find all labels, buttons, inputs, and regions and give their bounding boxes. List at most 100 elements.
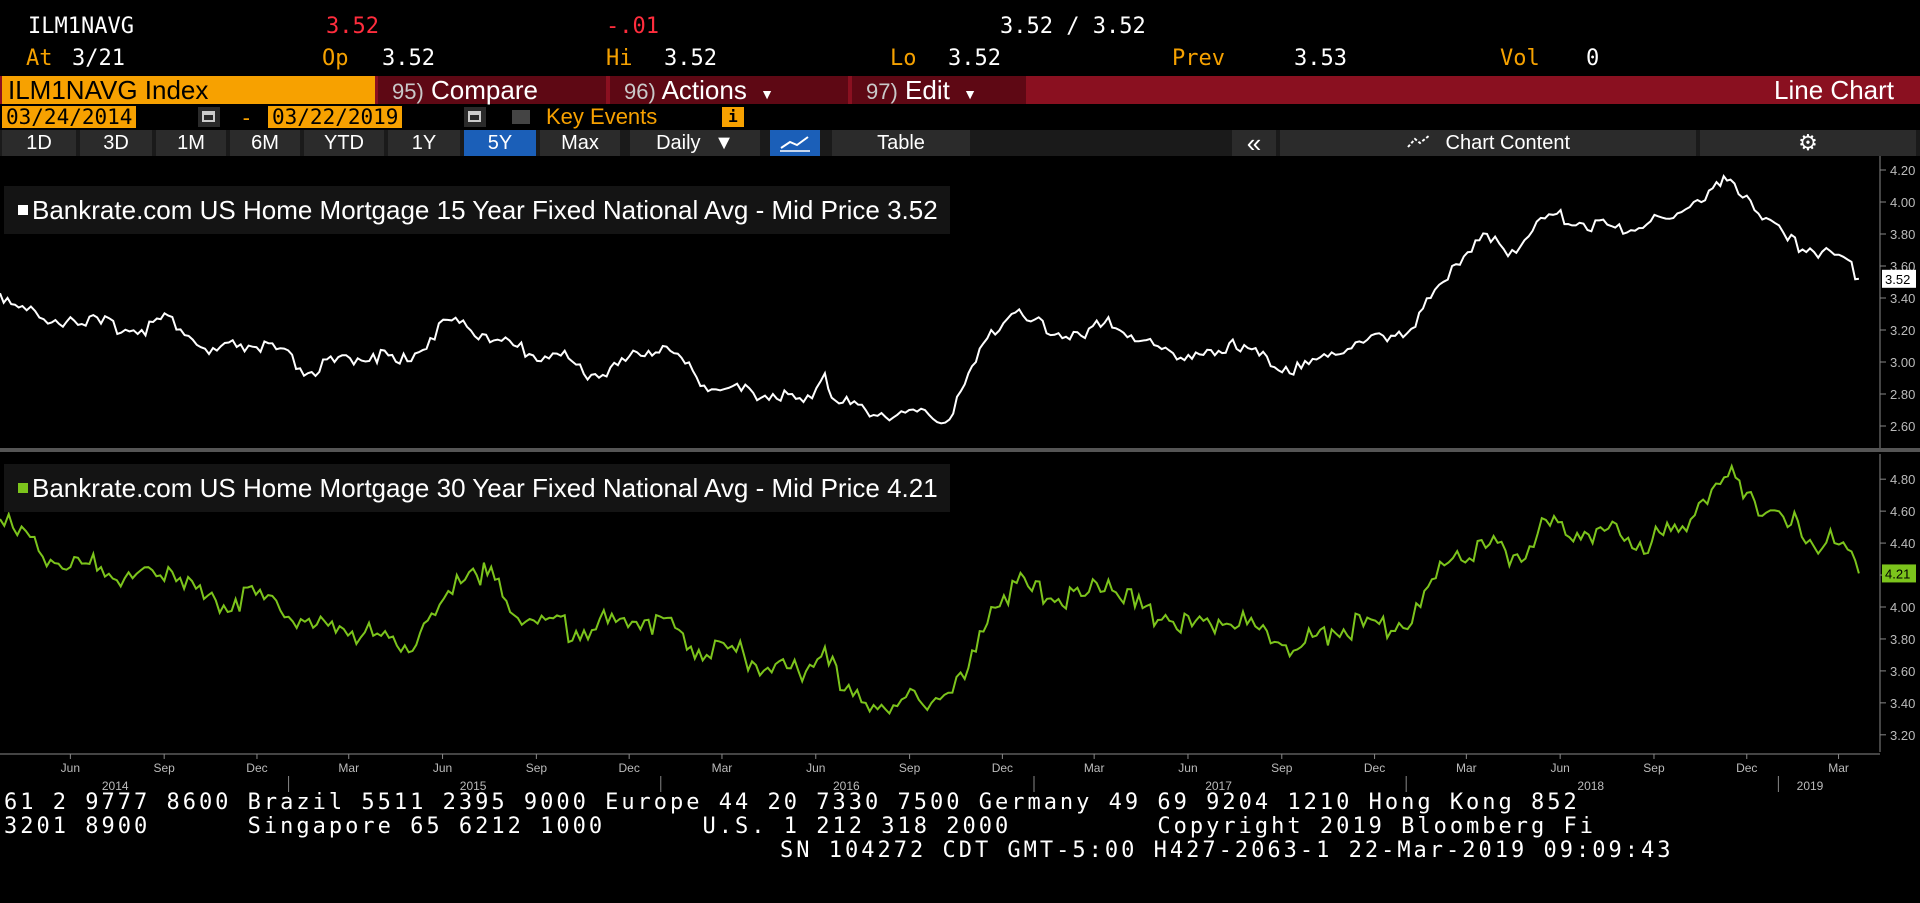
footer-session: SN 104272 CDT GMT-5:00 H427-2063-1 22-Ma… bbox=[780, 838, 1674, 863]
footer-contacts-2: 3201 8900 Singapore 65 6212 1000 U.S. 1 … bbox=[4, 814, 1597, 839]
gear-icon: ⚙ bbox=[1798, 130, 1818, 155]
y-tick-label: 3.60 bbox=[1890, 664, 1915, 679]
year-label: 2014 bbox=[102, 779, 129, 793]
calendar-icon[interactable] bbox=[198, 107, 220, 127]
legend-30y[interactable]: Bankrate.com US Home Mortgage 30 Year Fi… bbox=[4, 464, 950, 512]
price-change: -.01 bbox=[606, 14, 659, 39]
y-tick-label: 4.00 bbox=[1890, 195, 1915, 210]
x-tick-label: Dec bbox=[1364, 761, 1385, 775]
volume-value: 0 bbox=[1586, 46, 1600, 71]
last-price: 3.52 bbox=[326, 14, 379, 39]
legend-swatch bbox=[18, 483, 28, 494]
key-events-checkbox[interactable] bbox=[512, 110, 530, 124]
last-value-tag bbox=[1882, 269, 1916, 288]
range-button-ytd[interactable]: YTD bbox=[304, 130, 384, 156]
x-axis: Jun Sep Dec Mar Jun Sep Dec Mar Jun Sep Dec Mar Jun S… bbox=[0, 753, 1880, 793]
prev-value: 3.53 bbox=[1294, 46, 1347, 71]
legend-label: Bankrate.com US Home Mortgage 30 Year Fi… bbox=[32, 473, 880, 503]
legend-15y[interactable]: Bankrate.com US Home Mortgage 15 Year Fi… bbox=[4, 186, 950, 234]
low-label: Lo bbox=[890, 46, 917, 71]
actions-button[interactable]: 96) Actions ▼ bbox=[610, 76, 848, 104]
y-tick-label: 4.80 bbox=[1890, 472, 1915, 487]
actions-number: 96) bbox=[624, 79, 656, 104]
range-button-1m[interactable]: 1M bbox=[156, 130, 226, 156]
legend-last-value: 3.52 bbox=[887, 195, 938, 225]
security-field[interactable]: ILM1NAVG Index bbox=[2, 76, 375, 104]
frequency-dropdown[interactable]: Daily ▼ bbox=[630, 130, 760, 156]
y-tick-label: 3.20 bbox=[1890, 323, 1915, 338]
chevron-down-icon: ▼ bbox=[714, 132, 734, 154]
date-separator: - bbox=[240, 106, 253, 130]
chevron-down-icon: ▼ bbox=[963, 86, 977, 102]
year-label: 2015 bbox=[460, 779, 487, 793]
range-button-1d[interactable]: 1D bbox=[2, 130, 76, 156]
last-value-label: 3.52 bbox=[1885, 272, 1910, 287]
edit-number: 97) bbox=[866, 79, 898, 104]
range-button-3d[interactable]: 3D bbox=[80, 130, 152, 156]
y-tick-label: 4.20 bbox=[1890, 163, 1915, 178]
ticker-symbol: ILM1NAVG bbox=[28, 14, 134, 39]
collapse-button[interactable]: « bbox=[1232, 130, 1276, 156]
chevron-down-icon: ▼ bbox=[760, 86, 774, 102]
range-button-1y[interactable]: 1Y bbox=[388, 130, 460, 156]
x-tick-label: Mar bbox=[338, 761, 359, 775]
bid-ask: 3.52 / 3.52 bbox=[1000, 14, 1146, 39]
y-tick-label: 4.40 bbox=[1890, 536, 1915, 551]
y-tick-label: 2.80 bbox=[1890, 387, 1915, 402]
year-label: 2017 bbox=[1205, 779, 1232, 793]
year-label: 2018 bbox=[1577, 779, 1604, 793]
actions-label: Actions bbox=[661, 75, 747, 105]
chart-type-title: Line Chart bbox=[1774, 75, 1894, 105]
y-tick-label: 2.60 bbox=[1890, 419, 1915, 434]
range-button-max[interactable]: Max bbox=[540, 130, 620, 156]
x-tick-label: Jun bbox=[1178, 761, 1197, 775]
range-button-5y[interactable]: 5Y bbox=[464, 130, 536, 156]
x-tick-label: Sep bbox=[1643, 761, 1665, 775]
y-tick-label: 3.80 bbox=[1890, 227, 1915, 242]
year-label: 2016 bbox=[833, 779, 860, 793]
range-button-6m[interactable]: 6M bbox=[230, 130, 300, 156]
x-tick-label: Mar bbox=[1828, 761, 1849, 775]
key-events-label: Key Events bbox=[546, 104, 658, 129]
chart-panel-30y: 3.203.403.603.804.004.204.404.604.804.21 bbox=[0, 454, 1916, 752]
settings-button[interactable]: ⚙ bbox=[1700, 130, 1916, 156]
low-value: 3.52 bbox=[948, 46, 1001, 71]
high-label: Hi bbox=[606, 46, 633, 71]
edit-button[interactable]: 97) Edit ▼ bbox=[852, 76, 1026, 104]
chart-content-button[interactable]: Chart Content bbox=[1280, 130, 1696, 156]
line-chart-icon[interactable] bbox=[770, 130, 820, 156]
start-date-field[interactable]: 03/24/2014 bbox=[2, 106, 137, 128]
x-tick-label: Jun bbox=[433, 761, 452, 775]
compare-number: 95) bbox=[392, 79, 424, 104]
compare-button[interactable]: 95) Compare bbox=[378, 76, 606, 104]
x-tick-label: Dec bbox=[1736, 761, 1757, 775]
x-tick-label: Mar bbox=[1456, 761, 1477, 775]
prev-label: Prev bbox=[1172, 46, 1225, 71]
legend-label: Bankrate.com US Home Mortgage 15 Year Fi… bbox=[32, 195, 880, 225]
chart-content-icon bbox=[1406, 132, 1438, 154]
footer-contacts-1: 61 2 9777 8600 Brazil 5511 2395 9000 Eur… bbox=[4, 790, 1580, 815]
x-tick-label: Dec bbox=[992, 761, 1013, 775]
last-value-tag bbox=[1882, 564, 1916, 583]
y-tick-label: 3.40 bbox=[1890, 291, 1915, 306]
year-label: 2019 bbox=[1797, 779, 1824, 793]
x-tick-label: Sep bbox=[1271, 761, 1293, 775]
end-date-field[interactable]: 03/22/2019 bbox=[268, 106, 403, 128]
x-tick-label: Jun bbox=[806, 761, 825, 775]
table-button[interactable]: Table bbox=[832, 130, 970, 156]
edit-label: Edit bbox=[905, 75, 950, 105]
x-tick-label: Sep bbox=[526, 761, 548, 775]
volume-label: Vol bbox=[1500, 46, 1540, 71]
series-line bbox=[0, 173, 1860, 425]
at-date: 3/21 bbox=[72, 46, 125, 71]
info-icon[interactable]: i bbox=[722, 107, 744, 127]
chart-content-label: Chart Content bbox=[1445, 132, 1571, 154]
calendar-icon[interactable] bbox=[464, 107, 486, 127]
x-tick-label: Sep bbox=[899, 761, 921, 775]
x-tick-label: Dec bbox=[618, 761, 639, 775]
legend-last-value: 4.21 bbox=[887, 473, 938, 503]
x-tick-label: Jun bbox=[1550, 761, 1569, 775]
y-tick-label: 3.40 bbox=[1890, 696, 1915, 711]
chart-area[interactable]: 2.60 2.80 3.00 3.20 3.40 3.60 3.80 4.00 4.20 3.52… bbox=[0, 156, 1920, 796]
command-bar: ILM1NAVG Index 95) Compare 96) Actions ▼… bbox=[0, 76, 1920, 104]
